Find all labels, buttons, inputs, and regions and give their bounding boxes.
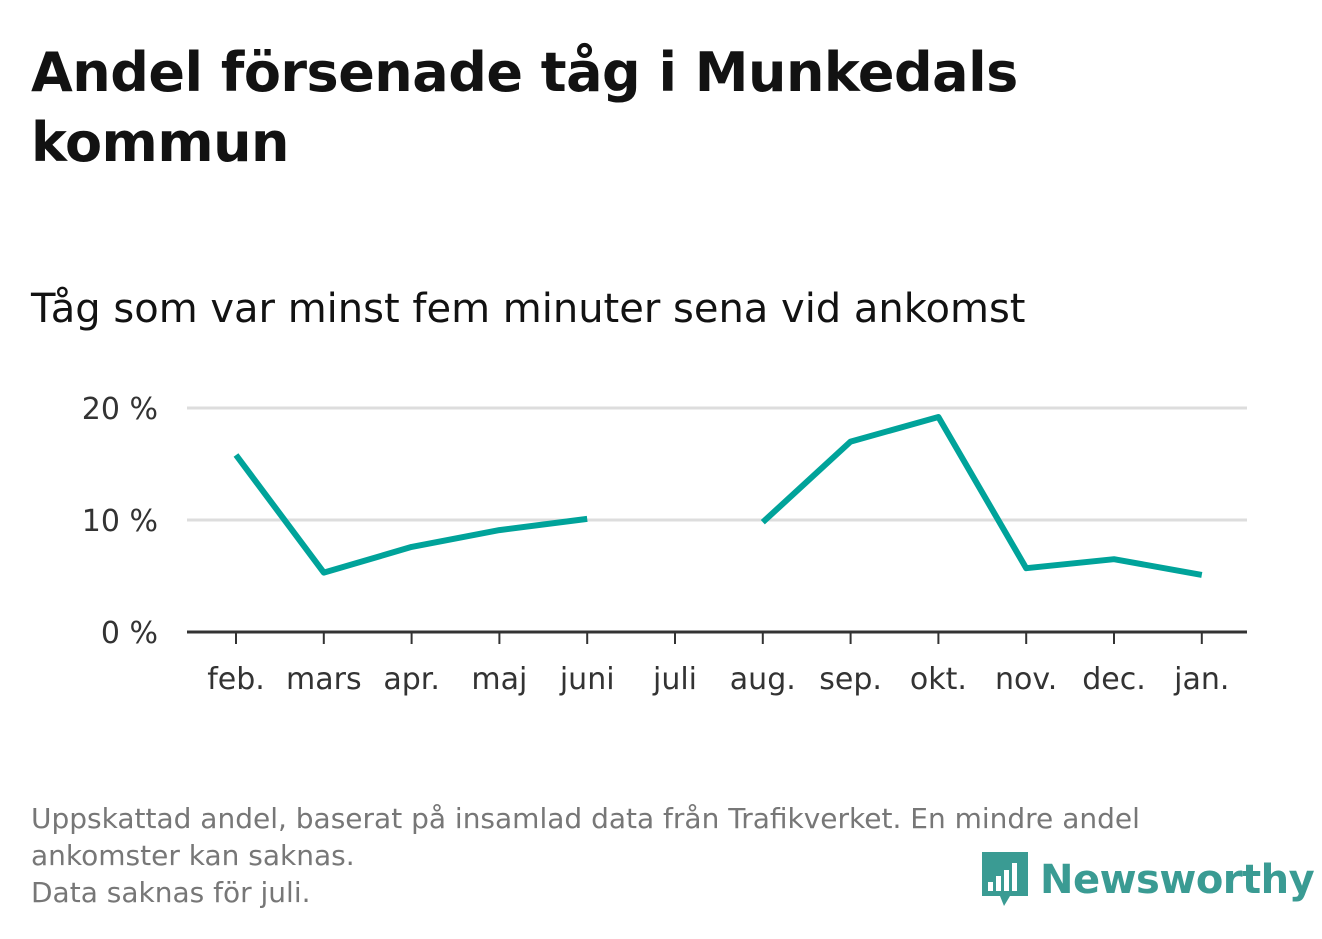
x-tick-label: jan.	[1173, 662, 1229, 697]
chart-title: Andel försenade tåg i Munkedals kommun	[31, 41, 1018, 174]
x-tick-label: maj	[471, 662, 527, 697]
x-axis	[187, 630, 1247, 644]
y-tick-label: 10 %	[82, 504, 158, 539]
bar-chart-speech-bubble-icon	[982, 852, 1028, 906]
x-tick-label: nov.	[995, 662, 1057, 697]
footnote: Uppskattad andel, baserat på insamlad da…	[31, 800, 1281, 911]
footnote-line: Data saknas för juli.	[31, 876, 311, 909]
x-tick-label: juni	[559, 662, 615, 697]
x-tick-label: feb.	[207, 662, 265, 697]
footnote-line: Uppskattad andel, baserat på insamlad da…	[31, 802, 1140, 835]
y-tick-label: 20 %	[82, 392, 158, 427]
y-axis-tick-labels: 0 % 10 % 20 %	[82, 392, 158, 651]
x-tick-label: mars	[286, 662, 362, 697]
x-tick-label: aug.	[730, 662, 796, 697]
x-tick-label: sep.	[819, 662, 882, 697]
brand-name: Newsworthy	[1040, 857, 1315, 903]
series-line-segment	[233, 453, 588, 576]
series-lines	[233, 414, 1203, 578]
line-chart: 0 % 10 % 20 % feb. mars apr. maj juni juli aug. s…	[82, 392, 1247, 697]
chart-subtitle: Tåg som var minst fem minuter sena vid a…	[31, 286, 1026, 332]
footnote-line: ankomster kan saknas.	[31, 839, 355, 872]
x-tick-label: juli	[652, 662, 697, 697]
gridlines	[187, 406, 1247, 522]
series-line-segment	[760, 414, 1203, 578]
x-tick-label: dec.	[1082, 662, 1146, 697]
x-tick-label: okt.	[910, 662, 967, 697]
brand-logo: Newsworthy	[980, 850, 1315, 910]
x-axis-tick-labels: feb. mars apr. maj juni juli aug. sep. okt. nov. d…	[207, 662, 1229, 697]
y-tick-label: 0 %	[101, 616, 158, 651]
x-tick-label: apr.	[383, 662, 440, 697]
